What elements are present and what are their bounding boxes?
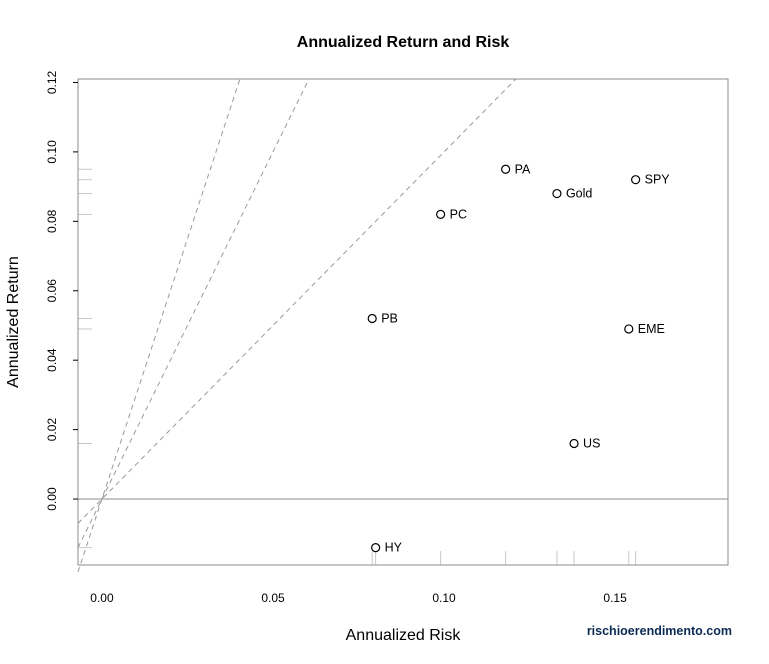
point-us <box>569 438 579 449</box>
point-pb <box>367 313 377 324</box>
x-tick-label: 0.00 <box>90 591 114 605</box>
x-axis: 0.00 0.05 0.10 0.15 <box>90 591 627 605</box>
point-label-pa: PA <box>515 162 531 176</box>
point-pc <box>436 209 446 219</box>
point-label-hy: HY <box>385 541 403 555</box>
watermark-text: rischioerendimento.com <box>587 624 732 638</box>
chart-title: Annualized Return and Risk <box>297 34 510 51</box>
reference-line-1 <box>77 78 241 573</box>
y-tick-label: 0.04 <box>45 348 59 372</box>
point-gold <box>552 188 562 199</box>
point-eme <box>624 324 634 334</box>
point-label-pc: PC <box>450 207 467 221</box>
y-axis: 0.00 0.02 0.04 0.06 0.08 0.10 0.12 <box>45 70 78 511</box>
point-label-eme: EME <box>638 322 665 336</box>
reference-line-2 <box>77 78 310 548</box>
x-tick-label: 0.10 <box>432 591 456 605</box>
point-pa <box>501 164 511 174</box>
point-label-pb: PB <box>381 312 398 326</box>
reference-lines <box>77 78 728 573</box>
point-label-gold: Gold <box>566 187 592 201</box>
point-spy <box>631 175 641 185</box>
plot-frame <box>77 78 729 566</box>
data-points: PA Gold SPY PC PB EME US HY <box>367 162 671 555</box>
point-hy <box>371 543 381 553</box>
point-label-us: US <box>583 437 600 451</box>
y-tick-label: 0.12 <box>45 70 59 94</box>
y-tick-label: 0.08 <box>45 209 59 233</box>
y-axis-label: Annualized Return <box>5 256 22 388</box>
x-tick-label: 0.05 <box>261 591 285 605</box>
x-axis-label: Annualized Risk <box>346 627 462 644</box>
point-label-spy: SPY <box>645 173 671 187</box>
y-tick-label: 0.10 <box>45 140 59 164</box>
y-tick-label: 0.02 <box>45 418 59 442</box>
x-tick-label: 0.15 <box>603 591 627 605</box>
y-tick-label: 0.06 <box>45 279 59 303</box>
reference-line-3 <box>77 78 517 524</box>
y-tick-label: 0.00 <box>45 487 59 511</box>
rug-marks <box>78 168 637 565</box>
